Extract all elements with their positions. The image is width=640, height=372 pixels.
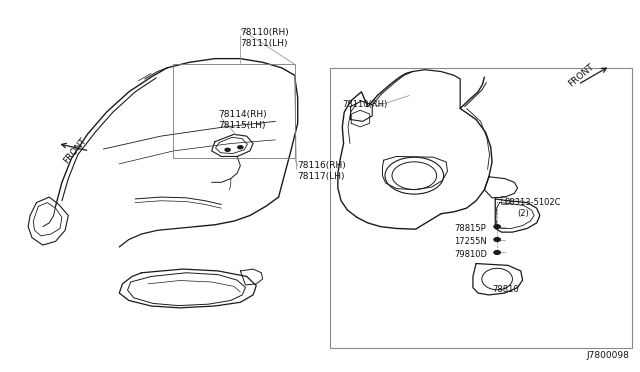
Text: 78111(LH): 78111(LH) — [241, 39, 288, 48]
Text: 78114(RH): 78114(RH) — [218, 109, 267, 119]
Circle shape — [494, 251, 500, 254]
Text: 78810: 78810 — [492, 285, 518, 294]
Bar — [173, 64, 294, 158]
Text: 78815P: 78815P — [454, 224, 486, 233]
Text: 17255N: 17255N — [454, 237, 486, 246]
Text: (2): (2) — [518, 209, 529, 218]
Text: 08313-5102C: 08313-5102C — [505, 198, 561, 207]
Circle shape — [225, 148, 230, 151]
Circle shape — [238, 146, 243, 149]
Circle shape — [494, 238, 500, 241]
Text: 78117(LH): 78117(LH) — [298, 172, 345, 181]
Text: J7800098: J7800098 — [586, 350, 629, 359]
Bar — [330, 68, 632, 349]
Circle shape — [494, 225, 500, 228]
Text: Ⓢ: Ⓢ — [500, 194, 506, 204]
Text: 78110(RH): 78110(RH) — [342, 100, 388, 109]
Text: 78115(LH): 78115(LH) — [218, 121, 266, 129]
Text: FRONT: FRONT — [61, 137, 88, 166]
Text: 78116(RH): 78116(RH) — [298, 161, 346, 170]
Text: 78110(RH): 78110(RH) — [241, 28, 289, 37]
Text: 79810D: 79810D — [454, 250, 487, 259]
Text: FRONT: FRONT — [566, 62, 596, 89]
